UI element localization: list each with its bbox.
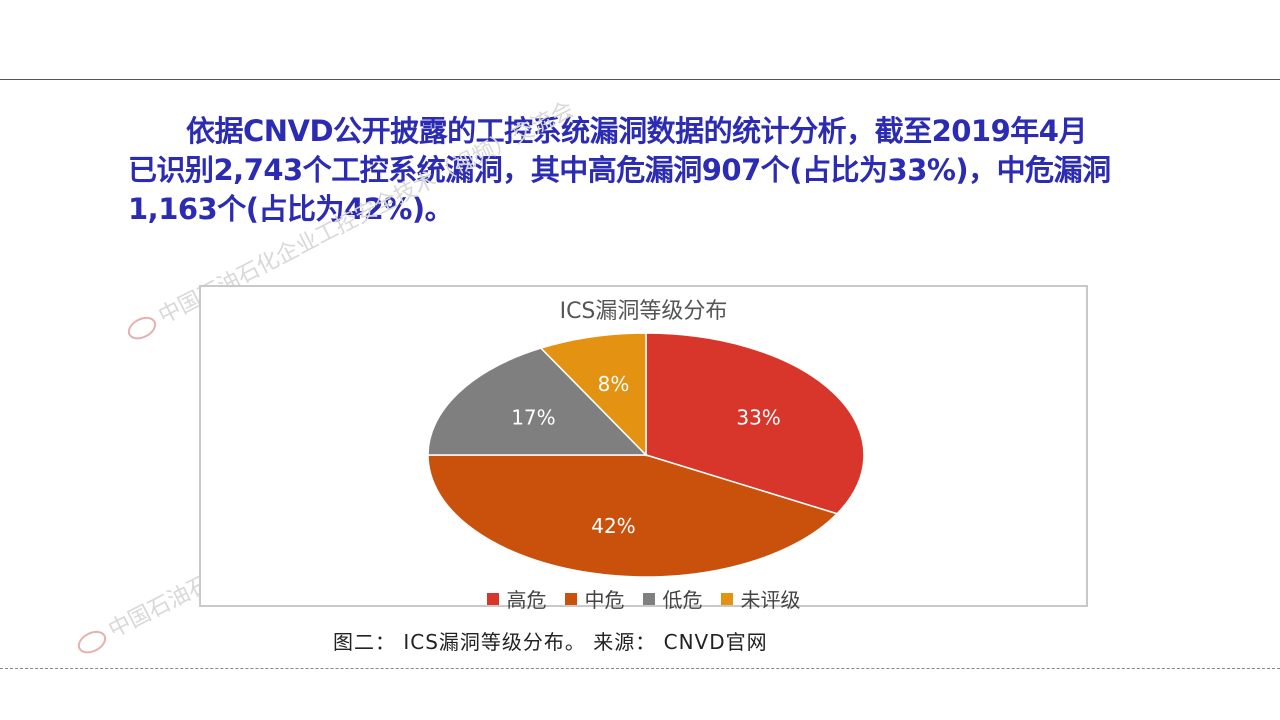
- chart-legend: 高危 中危 低危 未评级: [201, 584, 1086, 613]
- data-label-high: 33%: [736, 406, 780, 430]
- legend-label: 高危: [506, 588, 547, 612]
- headline: 依据CNVD公开披露的工控系统漏洞数据的统计分析，截至2019年4月 已识别2,…: [128, 112, 1208, 229]
- data-label-unrated: 8%: [598, 372, 630, 396]
- legend-swatch: [720, 592, 733, 605]
- legend-swatch: [642, 592, 655, 605]
- top-divider: [0, 79, 1280, 80]
- data-label-medium: 42%: [591, 514, 635, 538]
- legend-label: 未评级: [740, 588, 801, 612]
- legend-label: 中危: [584, 588, 625, 612]
- pie-chart: 33% 42% 17% 8%: [427, 332, 865, 578]
- pie-slice-high: [645, 332, 865, 515]
- data-label-low: 17%: [511, 406, 555, 430]
- legend-item-low: 低危: [642, 584, 703, 613]
- legend-item-unrated: 未评级: [720, 584, 801, 613]
- pie-slice-medium: [427, 454, 839, 578]
- figure-caption: 图二： ICS漏洞等级分布。 来源： CNVD官网: [333, 630, 768, 654]
- chart-title: ICS漏洞等级分布: [559, 299, 728, 324]
- headline-line-1: 依据CNVD公开披露的工控系统漏洞数据的统计分析，截至2019年4月: [186, 114, 1087, 148]
- chart-frame: ICS漏洞等级分布 33% 42% 17% 8% 高危 中危 低危 未评级: [199, 285, 1088, 612]
- legend-item-medium: 中危: [564, 584, 625, 613]
- legend-item-high: 高危: [486, 584, 547, 613]
- watermark-logo-icon: [124, 312, 160, 344]
- watermark-logo-icon: [74, 626, 110, 658]
- pie-slice-low: [427, 347, 648, 456]
- headline-line-2: 已识别2,743个工控系统漏洞，其中高危漏洞907个(占比为33%)，中危漏洞: [128, 153, 1111, 187]
- legend-label: 低危: [662, 588, 703, 612]
- bottom-divider: [0, 668, 1280, 669]
- headline-line-3: 1,163个(占比为42%)。: [128, 192, 454, 226]
- legend-swatch: [486, 592, 499, 605]
- legend-swatch: [564, 592, 577, 605]
- pie-slice-unrated: [539, 332, 647, 457]
